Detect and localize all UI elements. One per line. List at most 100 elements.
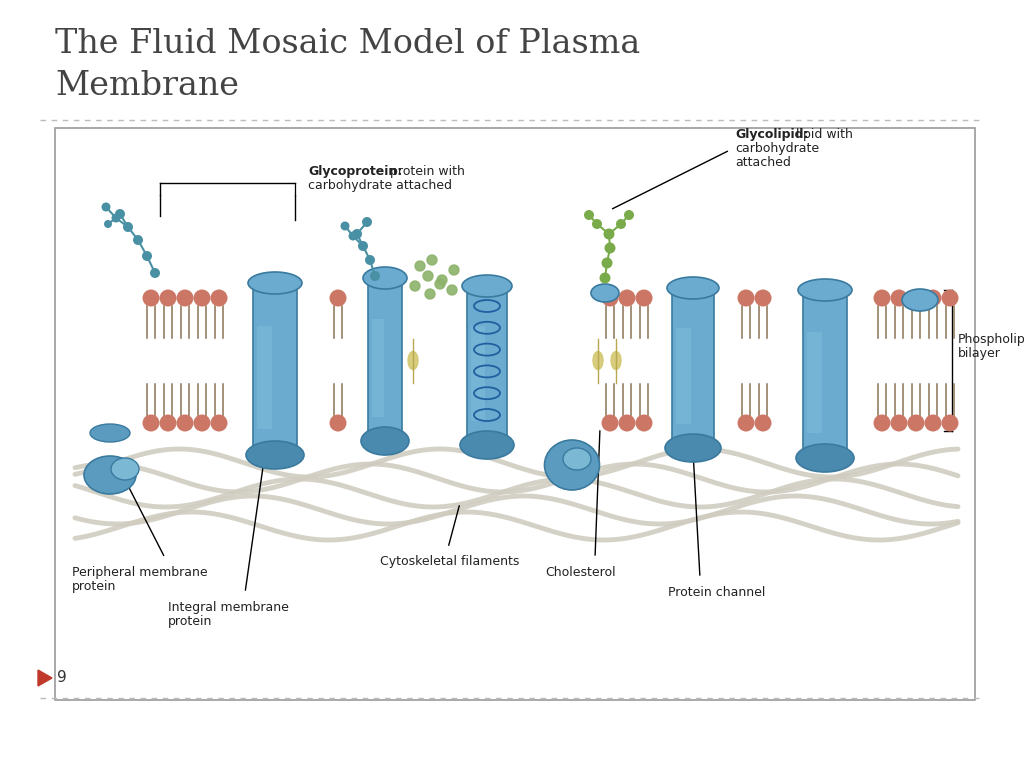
Ellipse shape xyxy=(111,458,139,480)
Text: 9: 9 xyxy=(57,670,67,686)
Circle shape xyxy=(176,290,194,306)
Bar xyxy=(467,286,507,445)
Circle shape xyxy=(925,290,941,306)
Circle shape xyxy=(925,415,941,432)
Polygon shape xyxy=(38,670,52,686)
Ellipse shape xyxy=(611,352,621,369)
Bar xyxy=(676,328,691,424)
Ellipse shape xyxy=(796,444,854,472)
Bar xyxy=(471,326,485,421)
Text: Cholesterol: Cholesterol xyxy=(545,566,615,579)
Circle shape xyxy=(341,221,349,230)
Bar xyxy=(672,288,714,448)
Text: Glycolipid:: Glycolipid: xyxy=(735,128,809,141)
Circle shape xyxy=(358,241,368,251)
Circle shape xyxy=(737,415,755,432)
Bar xyxy=(253,283,297,455)
Circle shape xyxy=(447,285,457,295)
Circle shape xyxy=(330,415,346,432)
Circle shape xyxy=(599,273,610,283)
Ellipse shape xyxy=(362,267,407,289)
Circle shape xyxy=(194,290,211,306)
Circle shape xyxy=(435,279,445,289)
Text: Cytoskeletal filaments: Cytoskeletal filaments xyxy=(380,555,519,568)
Circle shape xyxy=(176,415,194,432)
Text: attached: attached xyxy=(735,156,791,169)
Circle shape xyxy=(755,415,771,432)
Ellipse shape xyxy=(593,352,603,369)
Ellipse shape xyxy=(90,424,130,442)
Circle shape xyxy=(415,261,425,271)
Circle shape xyxy=(160,415,176,432)
Circle shape xyxy=(618,290,636,306)
Circle shape xyxy=(449,265,459,275)
Circle shape xyxy=(624,210,634,220)
Circle shape xyxy=(423,271,433,281)
Circle shape xyxy=(601,290,618,306)
Circle shape xyxy=(636,290,652,306)
Circle shape xyxy=(112,214,121,223)
Circle shape xyxy=(150,268,160,278)
Bar xyxy=(368,278,402,441)
Text: lipid with: lipid with xyxy=(792,128,853,141)
Circle shape xyxy=(618,415,636,432)
Ellipse shape xyxy=(667,277,719,299)
Circle shape xyxy=(941,290,958,306)
Ellipse shape xyxy=(902,289,938,311)
Ellipse shape xyxy=(665,434,721,462)
Circle shape xyxy=(873,415,891,432)
Circle shape xyxy=(142,415,160,432)
Circle shape xyxy=(123,222,133,232)
Circle shape xyxy=(115,209,125,219)
Circle shape xyxy=(584,210,594,220)
Circle shape xyxy=(362,217,372,227)
Circle shape xyxy=(891,290,907,306)
Text: protein: protein xyxy=(72,580,117,593)
Circle shape xyxy=(891,415,907,432)
Circle shape xyxy=(410,281,420,291)
Circle shape xyxy=(907,415,925,432)
Circle shape xyxy=(636,415,652,432)
Circle shape xyxy=(592,219,602,229)
Circle shape xyxy=(348,231,357,240)
Ellipse shape xyxy=(248,272,302,294)
Ellipse shape xyxy=(798,279,852,301)
Ellipse shape xyxy=(591,284,618,302)
Circle shape xyxy=(603,229,614,240)
Circle shape xyxy=(873,290,891,306)
Circle shape xyxy=(437,275,447,285)
Circle shape xyxy=(112,214,120,222)
Ellipse shape xyxy=(84,456,136,494)
Ellipse shape xyxy=(563,448,591,470)
Ellipse shape xyxy=(545,440,599,490)
Ellipse shape xyxy=(390,352,400,369)
Circle shape xyxy=(160,290,176,306)
Text: Protein channel: Protein channel xyxy=(668,586,765,599)
Circle shape xyxy=(352,229,362,239)
Ellipse shape xyxy=(408,352,418,369)
Circle shape xyxy=(124,223,132,231)
Circle shape xyxy=(601,257,612,269)
Bar xyxy=(803,290,847,458)
Circle shape xyxy=(330,290,346,306)
Text: protein: protein xyxy=(168,615,212,628)
Text: The Fluid Mosaic Model of Plasma: The Fluid Mosaic Model of Plasma xyxy=(55,28,640,60)
Circle shape xyxy=(601,415,618,432)
Circle shape xyxy=(142,290,160,306)
Ellipse shape xyxy=(260,352,270,369)
Text: carbohydrate: carbohydrate xyxy=(735,142,819,155)
Bar xyxy=(55,128,975,700)
Circle shape xyxy=(425,289,435,299)
Text: bilayer: bilayer xyxy=(958,347,1000,360)
Circle shape xyxy=(737,290,755,306)
Circle shape xyxy=(370,271,380,281)
Circle shape xyxy=(427,255,437,265)
Text: Integral membrane: Integral membrane xyxy=(168,601,289,614)
Circle shape xyxy=(133,235,143,245)
Circle shape xyxy=(358,241,368,250)
Text: carbohydrate attached: carbohydrate attached xyxy=(308,179,452,192)
Circle shape xyxy=(194,415,211,432)
Circle shape xyxy=(604,229,614,239)
Ellipse shape xyxy=(278,352,288,369)
Text: protein with: protein with xyxy=(386,165,465,178)
